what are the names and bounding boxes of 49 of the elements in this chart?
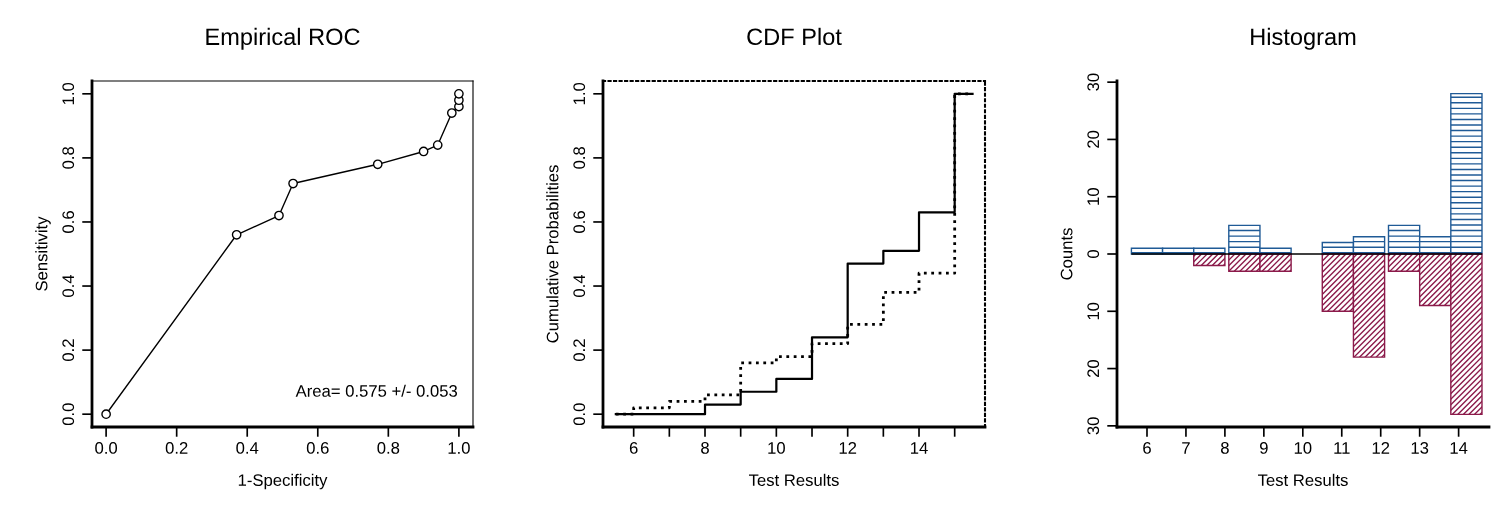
y-tick-label: 0.4 — [62, 274, 75, 297]
y-tick-label: 0 — [1087, 250, 1100, 258]
x-tick-label: 0.4 — [236, 442, 259, 454]
x-tick-label: 0.0 — [95, 442, 118, 454]
y-tick-label: 30 — [1087, 417, 1100, 435]
x-tick-label: 7 — [1182, 442, 1190, 454]
x-tick-label: 13 — [1411, 442, 1429, 454]
x-tick-label: 12 — [839, 442, 857, 454]
y-tick-label: 1.0 — [62, 82, 75, 105]
x-tick-label: 0.8 — [377, 442, 400, 454]
x-tick-label: 1.0 — [448, 442, 470, 454]
x-tick-label: 8 — [1220, 442, 1229, 454]
chart-title: Histogram — [1251, 27, 1356, 50]
chart-title: CDF Plot — [747, 27, 842, 46]
x-tick-label: 11 — [1334, 442, 1350, 454]
x-tick-label: 9 — [1260, 442, 1268, 454]
x-tick-label: 14 — [911, 442, 928, 454]
x-tick-label: 8 — [701, 442, 709, 454]
x-axis-title: 1-Specificity — [238, 473, 328, 490]
x-tick-label: 6 — [1143, 442, 1151, 454]
y-axis-title: Sensitivity — [35, 216, 51, 291]
y-tick-label: 0.0 — [62, 403, 75, 426]
y-tick-label: 10 — [1087, 302, 1100, 320]
y-tick-label: 0.4 — [573, 274, 586, 297]
y-axis-title: Cumulative Probabilities — [546, 165, 559, 343]
y-axis-title: Counts — [1060, 228, 1073, 280]
x-tick-label: 10 — [1294, 442, 1312, 454]
y-tick-label: 0.0 — [573, 403, 586, 426]
annotation: Area= 0.575 +/- 0.053 — [295, 384, 458, 397]
x-tick-label: 0.2 — [165, 442, 188, 454]
y-tick-label: 20 — [1087, 359, 1100, 377]
x-tick-label: 10 — [768, 442, 785, 454]
x-axis-title: Test Results — [748, 473, 839, 487]
y-tick-label: 0.6 — [573, 211, 586, 233]
y-tick-label: 1.0 — [573, 82, 586, 105]
y-tick-label: 0.2 — [62, 339, 75, 362]
y-tick-label: 10 — [1087, 188, 1100, 205]
chart-title: Empirical ROC — [206, 27, 360, 50]
x-tick-label: 12 — [1372, 442, 1390, 454]
x-tick-label: 14 — [1450, 442, 1468, 454]
y-tick-label: 0.6 — [62, 211, 75, 233]
y-tick-label: 0.8 — [573, 147, 586, 169]
x-axis-title: Test Results — [1257, 473, 1348, 487]
x-tick-label: 6 — [629, 442, 638, 454]
y-tick-label: 30 — [1087, 73, 1100, 91]
y-tick-label: 20 — [1087, 130, 1100, 148]
y-tick-label: 0.8 — [62, 147, 75, 169]
y-tick-label: 0.2 — [573, 339, 586, 362]
x-tick-label: 0.6 — [306, 442, 329, 454]
